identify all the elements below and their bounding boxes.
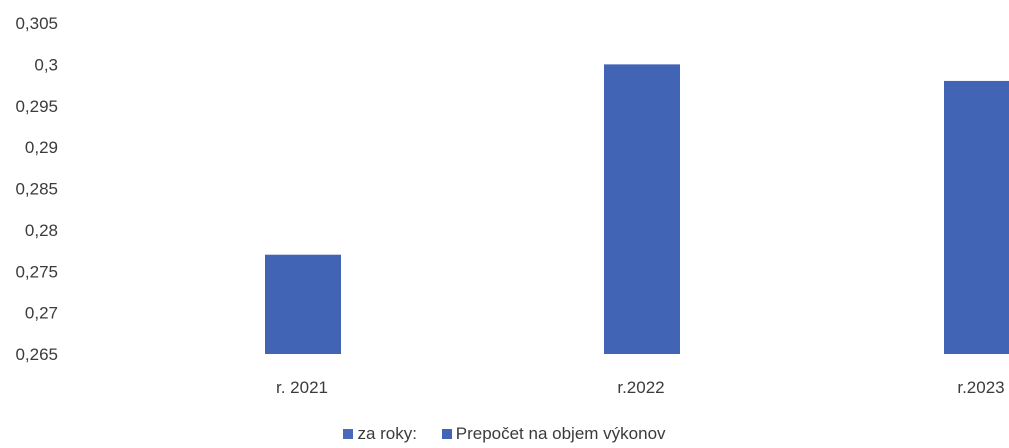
legend-item-za-roky: za roky: xyxy=(343,424,417,443)
y-tick-label: 0,28 xyxy=(25,221,58,240)
legend-swatch-icon xyxy=(343,429,354,439)
y-tick-label: 0,27 xyxy=(25,304,58,323)
legend-label: za roky: xyxy=(357,424,417,443)
y-tick-label: 0,29 xyxy=(25,138,58,157)
bars-group xyxy=(265,64,1009,355)
legend-swatch-icon xyxy=(441,429,452,439)
x-tick-label: r. 2021 xyxy=(276,378,328,397)
y-tick-label: 0,265 xyxy=(15,345,58,364)
x-axis-tick-labels: r. 2021 r.2022 r.2023 xyxy=(276,378,1005,397)
bar-2 xyxy=(944,80,1009,355)
y-tick-label: 0,3 xyxy=(34,55,58,74)
legend-label: Prepočet na objem výkonov xyxy=(455,424,666,443)
y-tick-label: 0,295 xyxy=(15,97,58,116)
y-tick-label: 0,285 xyxy=(15,180,58,199)
x-tick-label: r.2022 xyxy=(617,378,664,397)
bar-0 xyxy=(265,254,341,354)
y-tick-label: 0,275 xyxy=(15,262,58,281)
y-tick-label: 0,305 xyxy=(15,14,58,33)
x-tick-label: r.2023 xyxy=(957,378,1004,397)
legend-item-prepocet: Prepočet na objem výkonov xyxy=(441,424,666,443)
legend: za roky: Prepočet na objem výkonov xyxy=(0,424,1009,443)
bar-1 xyxy=(604,64,680,354)
y-axis-tick-labels: 0,305 0,3 0,295 0,29 0,285 0,28 0,275 0,27 0,265 xyxy=(15,14,58,364)
